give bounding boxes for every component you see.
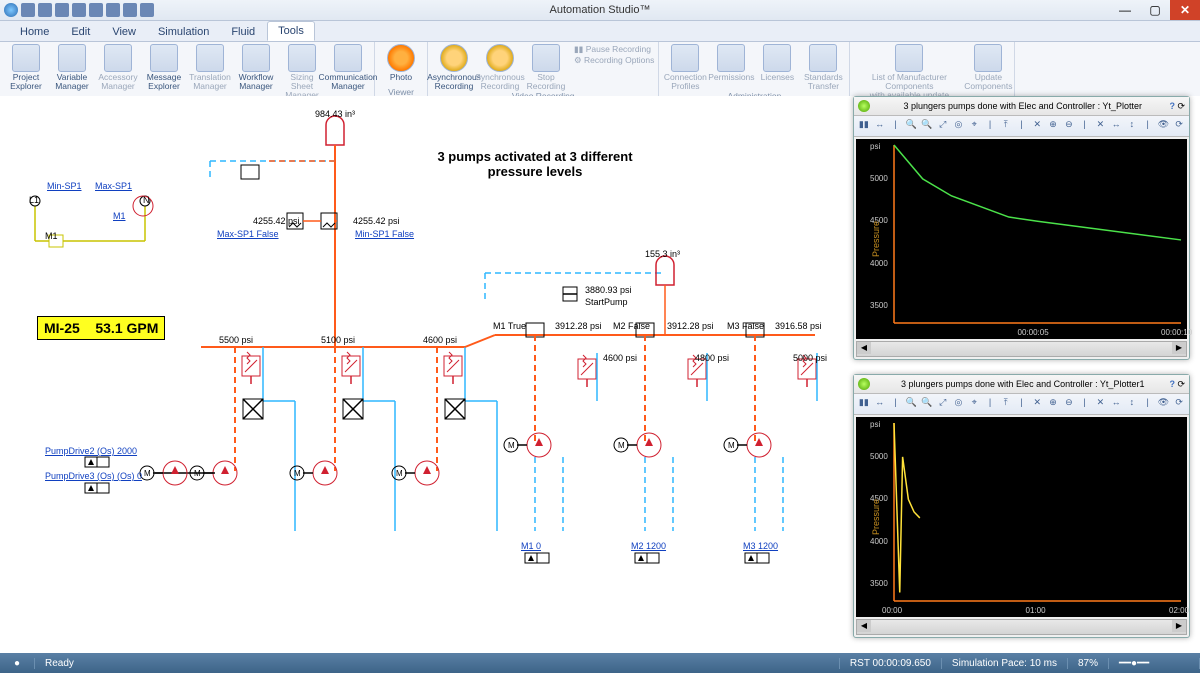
- ribbon: ProjectExplorerVariableManagerAccessoryM…: [0, 42, 1200, 99]
- status-pace: Simulation Pace: 10 ms: [942, 658, 1068, 669]
- link-m1[interactable]: M1: [113, 211, 126, 221]
- node-l1: L1: [29, 195, 39, 205]
- m2-false: M2 False: [613, 321, 650, 331]
- ribbon-workflow[interactable]: WorkflowManager: [234, 44, 278, 100]
- tab-simulation[interactable]: Simulation: [148, 23, 219, 41]
- tab-edit[interactable]: Edit: [61, 23, 100, 41]
- svg-text:M: M: [144, 469, 151, 478]
- status-rst: RST 00:00:09.650: [840, 658, 942, 669]
- motor-m1-label: M1: [45, 231, 58, 241]
- press-4600: 4600 psi: [423, 335, 457, 345]
- link-pumpdrive2[interactable]: PumpDrive2 (Os) 2000: [45, 446, 137, 456]
- link-m10[interactable]: M1 0: [521, 541, 541, 551]
- link-maxsp1f[interactable]: Max-SP1 False: [217, 229, 279, 239]
- ribbon-tabs: HomeEditViewSimulationFluidTools: [0, 21, 1200, 42]
- maximize-button[interactable]: ▢: [1140, 0, 1170, 20]
- accumulator-label-2: 155.3 in³: [645, 249, 680, 259]
- m3-false: M3 False: [727, 321, 764, 331]
- link-m31200[interactable]: M3 1200: [743, 541, 778, 551]
- press-4255-a: 4255.42 psi: [253, 216, 300, 226]
- svg-text:M: M: [294, 469, 301, 478]
- press-4600b: 4600 psi: [603, 353, 637, 363]
- press-4800: 4800 psi: [695, 353, 729, 363]
- status-percent: 87%: [1068, 658, 1109, 669]
- svg-text:M: M: [396, 469, 403, 478]
- titlebar: Automation Studio™ — ▢ ✕: [0, 0, 1200, 21]
- tab-fluid[interactable]: Fluid: [221, 23, 265, 41]
- press-4255-b: 4255.42 psi: [353, 216, 400, 226]
- press-3912a: 3912.28 psi: [555, 321, 602, 331]
- startpump-label: StartPump: [585, 297, 628, 307]
- ribbon-permissions[interactable]: Permissions: [709, 44, 753, 91]
- press-5500: 5500 psi: [219, 335, 253, 345]
- workspace: MMMMMMM 3 pumps activated at 3 different…: [0, 96, 1200, 653]
- ribbon-synchronous[interactable]: SynchronousRecording: [478, 44, 522, 91]
- ribbon-translation[interactable]: TranslationManager: [188, 44, 232, 100]
- status-slider[interactable]: ━━●━━: [1109, 658, 1200, 669]
- ribbon-list-of-manufacturer-components[interactable]: List of Manufacturer Componentswith avai…: [854, 44, 964, 100]
- window-controls: — ▢ ✕: [1110, 0, 1200, 20]
- link-max-sp1[interactable]: Max-SP1: [95, 181, 132, 191]
- plotter-panel-1[interactable]: 3 plungers pumps done with Elec and Cont…: [853, 96, 1190, 360]
- ribbon-communication[interactable]: CommunicationManager: [326, 44, 370, 100]
- accumulator-label-1: 984.43 in³: [315, 109, 355, 119]
- node-n: N: [143, 195, 150, 205]
- link-pumpdrive3[interactable]: PumpDrive3 (Os) (Os) 0: [45, 471, 142, 481]
- statusbar: ● Ready RST 00:00:09.650 Simulation Pace…: [0, 653, 1200, 673]
- diagram-title: 3 pumps activated at 3 differentpressure…: [405, 149, 665, 179]
- press-3916: 3916.58 psi: [775, 321, 822, 331]
- ribbon-project[interactable]: ProjectExplorer: [4, 44, 48, 100]
- ribbon-accessory[interactable]: AccessoryManager: [96, 44, 140, 100]
- press-3912b: 3912.28 psi: [667, 321, 714, 331]
- ribbon-photo[interactable]: Photo: [379, 44, 423, 82]
- press-5100: 5100 psi: [321, 335, 355, 345]
- m1-true: M1 True: [493, 321, 526, 331]
- minimize-button[interactable]: —: [1110, 0, 1140, 20]
- ribbon-connection[interactable]: ConnectionProfiles: [663, 44, 707, 91]
- ribbon-licenses[interactable]: Licenses: [755, 44, 799, 91]
- svg-text:M: M: [618, 441, 625, 450]
- ribbon-standards[interactable]: StandardsTransfer: [801, 44, 845, 91]
- status-icon: ●: [0, 658, 35, 669]
- ribbon-sizing-sheet[interactable]: Sizing SheetManager: [280, 44, 324, 100]
- ribbon-variable[interactable]: VariableManager: [50, 44, 94, 100]
- ribbon-update[interactable]: UpdateComponents: [966, 44, 1010, 100]
- measure-readout: MI-25 53.1 GPM: [37, 316, 165, 340]
- link-m21200[interactable]: M2 1200: [631, 541, 666, 551]
- status-ready: Ready: [35, 658, 840, 669]
- app-title: Automation Studio™: [0, 4, 1200, 16]
- ribbon-message[interactable]: MessageExplorer: [142, 44, 186, 100]
- tab-home[interactable]: Home: [10, 23, 59, 41]
- tab-view[interactable]: View: [102, 23, 146, 41]
- ribbon-stop[interactable]: StopRecording: [524, 44, 568, 91]
- press-3880: 3880.93 psi: [585, 285, 632, 295]
- tab-tools[interactable]: Tools: [267, 21, 315, 41]
- svg-text:M: M: [728, 441, 735, 450]
- ribbon-asynchronous[interactable]: AsynchronousRecording: [432, 44, 476, 91]
- svg-text:M: M: [508, 441, 515, 450]
- link-min-sp1[interactable]: Min-SP1: [47, 181, 82, 191]
- link-minsp1f[interactable]: Min-SP1 False: [355, 229, 414, 239]
- close-button[interactable]: ✕: [1170, 0, 1200, 20]
- plotter-panel-2[interactable]: 3 plungers pumps done with Elec and Cont…: [853, 374, 1190, 638]
- press-5000: 5000 psi: [793, 353, 827, 363]
